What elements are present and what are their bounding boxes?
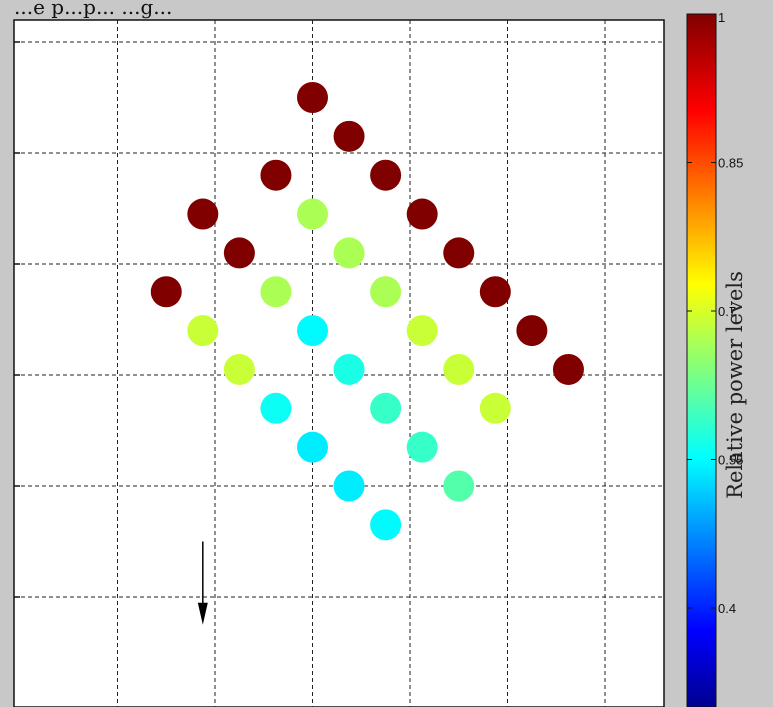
scatter-point-6 — [406, 198, 438, 230]
colorbar-tick-label: 0.85 — [718, 156, 743, 171]
colorbar — [686, 13, 717, 707]
scatter-point-15 — [297, 315, 328, 347]
chart-title-fragment: ...e p...p... ...g... — [14, 0, 173, 19]
scatter-point-8 — [333, 237, 365, 269]
scatter-point-16 — [406, 315, 438, 347]
scatter-point-27 — [333, 470, 365, 502]
scatter-point-18 — [223, 353, 255, 385]
scatter-point-10 — [150, 276, 182, 308]
scatter-point-9 — [443, 237, 475, 269]
scatter-point-0 — [297, 82, 328, 113]
scatter-point-19 — [333, 353, 365, 385]
direction-arrow — [197, 541, 208, 625]
colorbar-tick-label: 0.55 — [718, 453, 743, 468]
scatter-point-23 — [370, 392, 402, 424]
scatter-point-24 — [479, 392, 511, 424]
scatter-point-14 — [187, 315, 219, 347]
scatter-point-21 — [552, 353, 584, 385]
scatter-point-7 — [223, 237, 255, 269]
scatter-point-12 — [370, 276, 402, 308]
scatter-point-5 — [297, 198, 328, 230]
scatter-point-13 — [479, 276, 511, 308]
scatter-point-11 — [260, 276, 292, 308]
scatter-point-1 — [333, 120, 365, 152]
scatter-point-3 — [370, 159, 402, 191]
scatter-point-17 — [516, 315, 548, 347]
grid-lines — [14, 20, 664, 707]
colorbar-tick-label: 1 — [718, 10, 725, 25]
colorbar-tick-label: 0.7 — [718, 304, 736, 319]
colorbar-label: Relative power levels — [723, 271, 747, 499]
scatter-points — [150, 82, 584, 541]
colorbar-ticks: 1 0.85 0.7 0.55 0.4 — [687, 10, 743, 616]
scatter-point-22 — [260, 392, 292, 424]
scatter-point-28 — [443, 470, 475, 502]
scatter-point-2 — [260, 159, 292, 191]
scatter-point-26 — [406, 431, 438, 463]
scatter-point-29 — [370, 509, 402, 541]
scatter-point-20 — [443, 353, 475, 385]
scatter-point-4 — [187, 198, 219, 230]
arrow-head — [197, 602, 208, 625]
scatter-point-25 — [297, 431, 328, 463]
colorbar-tick-label: 0.4 — [718, 601, 736, 616]
